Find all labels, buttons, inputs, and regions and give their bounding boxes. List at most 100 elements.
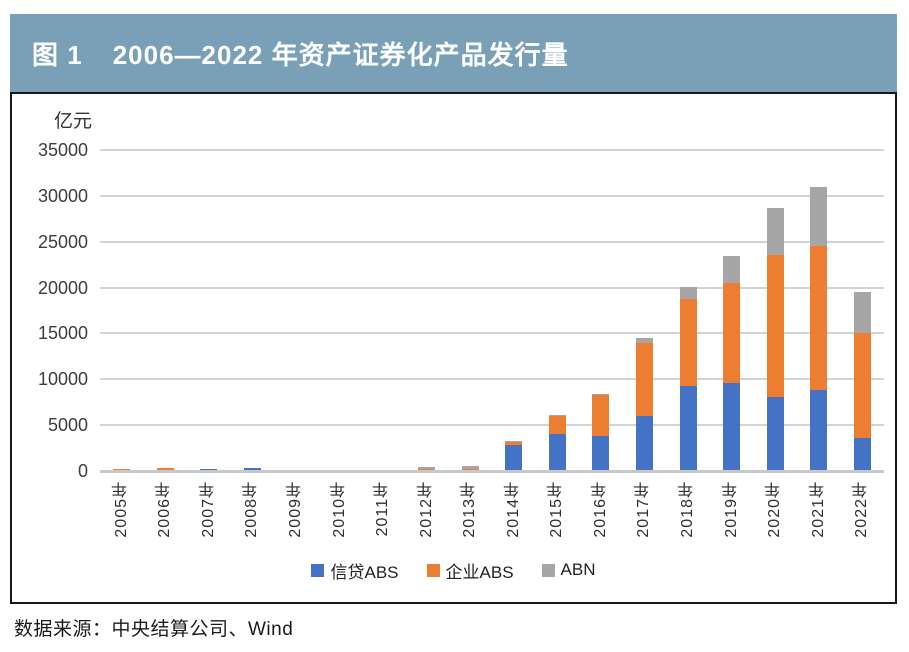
bar-segment-信贷ABS bbox=[592, 435, 610, 471]
x-tick-label: 2019年 bbox=[721, 481, 743, 538]
bar-segment-ABN bbox=[461, 466, 479, 469]
bar-segment-企业ABS bbox=[853, 333, 871, 439]
bar-segment-企业ABS bbox=[635, 343, 653, 417]
x-tick-label: 2016年 bbox=[590, 481, 612, 538]
x-tick-label: 2015年 bbox=[546, 481, 568, 538]
bar-segment-ABN bbox=[810, 186, 828, 246]
x-tick-label: 2013年 bbox=[459, 481, 481, 538]
bar-segment-企业ABS bbox=[592, 395, 610, 436]
x-tick-label-text: 2012年 bbox=[417, 481, 435, 538]
bar-segment-ABN bbox=[679, 287, 697, 299]
bar-segment-信贷ABS bbox=[766, 397, 784, 471]
y-tick-label: 5000 bbox=[47, 415, 88, 436]
legend-swatch bbox=[541, 563, 555, 577]
bar-segment-ABN bbox=[853, 291, 871, 334]
legend-label: 企业ABS bbox=[445, 562, 514, 582]
gridline bbox=[100, 424, 884, 427]
x-tick-label: 2022年 bbox=[851, 481, 873, 538]
x-tick-label: 2012年 bbox=[416, 481, 438, 538]
y-tick-label: 35000 bbox=[37, 140, 88, 160]
legend-item-信贷ABS: 信贷ABS bbox=[311, 558, 399, 583]
y-tick-label: 30000 bbox=[37, 185, 88, 206]
x-tick-label-text: 2021年 bbox=[809, 481, 827, 538]
bar-segment-企业ABS bbox=[548, 414, 566, 434]
gridline bbox=[100, 240, 884, 243]
y-axis-unit-label: 亿元 bbox=[54, 111, 93, 132]
x-tick-label-text: 2017年 bbox=[635, 481, 653, 538]
figure-number-label: 图 1 bbox=[32, 39, 83, 70]
bar-segment-信贷ABS bbox=[635, 416, 653, 471]
figure-title: 2006—2022 年资产证券化产品发行量 bbox=[112, 39, 569, 70]
data-source-note: 数据来源：中央结算公司、Wind bbox=[14, 619, 294, 640]
x-tick-label-text: 2015年 bbox=[548, 481, 566, 538]
x-tick-label: 2006年 bbox=[154, 481, 176, 538]
bar-segment-企业ABS bbox=[766, 254, 784, 398]
bar-segment-信贷ABS bbox=[679, 385, 697, 471]
x-tick-label: 2009年 bbox=[285, 481, 307, 538]
bar-segment-企业ABS bbox=[505, 441, 523, 446]
x-tick-label-text: 2011年 bbox=[374, 481, 392, 537]
legend-label: ABN bbox=[560, 560, 596, 579]
chart-legend: 信贷ABS 企业ABS ABN bbox=[12, 558, 895, 582]
x-tick-label-text: 2019年 bbox=[722, 481, 740, 538]
legend-label: 信贷ABS bbox=[330, 562, 399, 582]
x-tick-label: 2018年 bbox=[677, 481, 699, 538]
bar-segment-信贷ABS bbox=[723, 382, 741, 471]
x-tick-label-text: 2013年 bbox=[461, 481, 479, 538]
legend-item-企业ABS: 企业ABS bbox=[426, 558, 514, 583]
x-tick-label-text: 2022年 bbox=[853, 481, 871, 538]
figure-title-bar: 图 1 2006—2022 年资产证券化产品发行量 bbox=[10, 14, 897, 92]
bar-segment-ABN bbox=[635, 337, 653, 344]
bar-segment-ABN bbox=[723, 256, 741, 283]
x-tick-label: 2007年 bbox=[198, 481, 220, 538]
x-tick-label: 2008年 bbox=[241, 481, 263, 538]
bar-segment-信贷ABS bbox=[243, 468, 261, 471]
chart-panel: 亿元 0 5000 10000 15000 20000 25000 30000 35000 20… bbox=[10, 92, 897, 604]
gridline bbox=[100, 194, 884, 197]
legend-item-ABN: ABN bbox=[541, 560, 596, 580]
x-tick-label-text: 2020年 bbox=[766, 481, 784, 538]
x-tick-label-text: 2007年 bbox=[199, 481, 217, 538]
y-tick-label: 25000 bbox=[37, 231, 88, 252]
bar-segment-企业ABS bbox=[156, 467, 174, 470]
bar-segment-信贷ABS bbox=[853, 438, 871, 471]
bar-segment-ABN bbox=[418, 467, 436, 469]
bar-segment-ABN bbox=[592, 393, 610, 396]
y-tick-label: 10000 bbox=[37, 369, 88, 390]
y-tick-label: 15000 bbox=[37, 323, 88, 344]
bar-segment-企业ABS bbox=[679, 298, 697, 386]
bar-segment-企业ABS bbox=[461, 468, 479, 470]
x-tick-label: 2017年 bbox=[633, 481, 655, 538]
x-tick-label-text: 2016年 bbox=[591, 481, 609, 538]
gridline bbox=[100, 332, 884, 335]
bar-segment-信贷ABS bbox=[505, 445, 523, 471]
x-tick-label: 2021年 bbox=[808, 481, 830, 538]
gridline bbox=[100, 286, 884, 289]
x-tick-label-text: 2008年 bbox=[243, 481, 261, 538]
legend-swatch bbox=[311, 563, 325, 577]
gridline bbox=[100, 149, 884, 151]
x-tick-label-text: 2005年 bbox=[112, 481, 130, 538]
bar-segment-ABN bbox=[766, 207, 784, 255]
x-tick-label-text: 2009年 bbox=[287, 481, 304, 538]
gridline bbox=[100, 378, 884, 381]
y-tick-label: 20000 bbox=[37, 277, 88, 298]
bar-segment-ABN bbox=[505, 440, 523, 442]
bar-segment-企业ABS bbox=[810, 245, 828, 391]
bar-segment-企业ABS bbox=[723, 282, 741, 383]
x-axis-baseline bbox=[100, 470, 884, 473]
y-tick-label: 0 bbox=[77, 461, 88, 481]
x-tick-label-text: 2006年 bbox=[156, 481, 174, 538]
x-tick-label: 2011年 bbox=[372, 481, 394, 536]
x-tick-label-text: 2018年 bbox=[679, 481, 696, 538]
x-tick-label: 2020年 bbox=[764, 481, 786, 538]
x-tick-label-text: 2010年 bbox=[330, 481, 348, 538]
x-tick-label: 2010年 bbox=[329, 481, 351, 538]
x-tick-label: 2005年 bbox=[111, 481, 133, 538]
x-tick-label: 2014年 bbox=[503, 481, 525, 538]
bar-segment-信贷ABS bbox=[548, 433, 566, 471]
legend-swatch bbox=[426, 563, 440, 577]
bar-segment-信贷ABS bbox=[810, 390, 828, 471]
x-tick-label-text: 2014年 bbox=[504, 481, 522, 538]
